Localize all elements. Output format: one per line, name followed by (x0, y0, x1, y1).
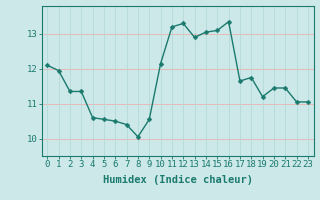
X-axis label: Humidex (Indice chaleur): Humidex (Indice chaleur) (103, 175, 252, 185)
